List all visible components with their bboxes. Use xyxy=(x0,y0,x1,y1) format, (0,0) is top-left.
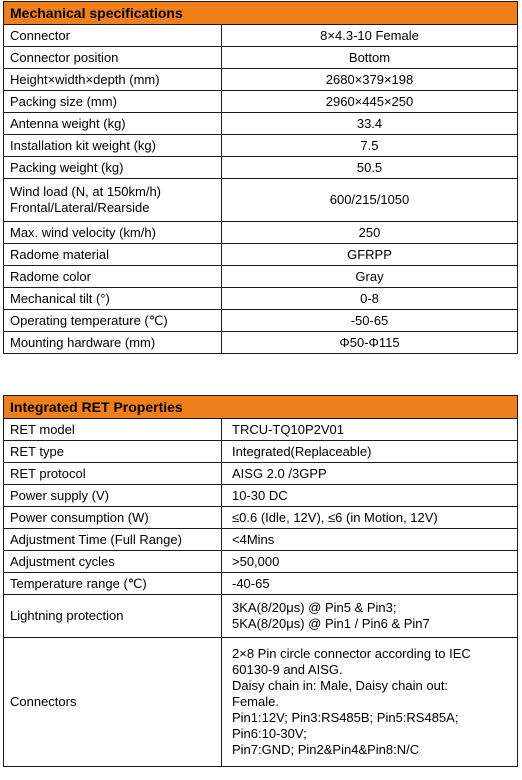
spec-value: 2680×379×198 xyxy=(221,68,518,91)
table-row: RET protocol AISG 2.0 /3GPP xyxy=(3,462,518,485)
spec-value: Φ50-Φ115 xyxy=(221,331,518,354)
table-row: Radome material GFRPP xyxy=(3,243,518,266)
spec-label: Antenna weight (kg) xyxy=(3,112,222,135)
mechanical-specifications-table: Mechanical specifications Connector 8×4.3… xyxy=(3,1,518,354)
spec-value: 2960×445×250 xyxy=(221,90,518,113)
spec-value: GFRPP xyxy=(221,243,518,266)
spec-value: 3KA(8/20μs) @ Pin5 & Pin3; 5KA(8/20μs) @… xyxy=(221,594,518,638)
spec-value: Bottom xyxy=(221,46,518,69)
table-row: Height×width×depth (mm) 2680×379×198 xyxy=(3,68,518,91)
spec-value: <4Mins xyxy=(221,528,518,551)
table-row: Adjustment Time (Full Range) <4Mins xyxy=(3,528,518,551)
table-row: Packing weight (kg) 50.5 xyxy=(3,156,518,179)
table-row: Connector 8×4.3-10 Female xyxy=(3,24,518,47)
spec-value-line: Pin1:12V; Pin3:RS485B; Pin5:RS485A; xyxy=(232,710,459,725)
spec-label: Max. wind velocity (km/h) xyxy=(3,221,222,244)
spec-label: RET protocol xyxy=(3,462,222,485)
spec-label: Radome material xyxy=(3,243,222,266)
spec-value: ≤0.6 (Idle, 12V), ≤6 (in Motion, 12V) xyxy=(221,506,518,529)
spec-value: 33.4 xyxy=(221,112,518,135)
integrated-ret-properties-table: Integrated RET Properties RET model TRCU-… xyxy=(3,395,518,767)
spec-value: 600/215/1050 xyxy=(221,178,518,222)
spec-label: Packing weight (kg) xyxy=(3,156,222,179)
table-row: Installation kit weight (kg) 7.5 xyxy=(3,134,518,157)
spec-label: Height×width×depth (mm) xyxy=(3,68,222,91)
spec-value: 50.5 xyxy=(221,156,518,179)
table-row: Radome color Gray xyxy=(3,265,518,288)
spec-value-line: 2×8 Pin circle connector according to IE… xyxy=(232,646,471,661)
table-row: Antenna weight (kg) 33.4 xyxy=(3,112,518,135)
spec-value: -40-65 xyxy=(221,572,518,595)
spec-value-line: Female. xyxy=(232,694,279,709)
spec-label: Power supply (V) xyxy=(3,484,222,507)
spec-label: Temperature range (℃) xyxy=(3,572,222,595)
table-row: Connectors 2×8 Pin circle connector acco… xyxy=(3,637,518,767)
spec-value: 250 xyxy=(221,221,518,244)
spec-value-line: Daisy chain in: Male, Daisy chain out: xyxy=(232,678,449,693)
table-row: Operating temperature (℃) -50-65 xyxy=(3,309,518,332)
spec-value: 0-8 xyxy=(221,287,518,310)
spec-value: AISG 2.0 /3GPP xyxy=(221,462,518,485)
spec-label: Radome color xyxy=(3,265,222,288)
spec-label: Adjustment cycles xyxy=(3,550,222,573)
table-row: Adjustment cycles >50,000 xyxy=(3,550,518,573)
table-row: RET model TRCU-TQ10P2V01 xyxy=(3,418,518,441)
spec-value-line: Pin7:GND; Pin2&Pin4&Pin8:N/C xyxy=(232,742,420,757)
spec-label: Installation kit weight (kg) xyxy=(3,134,222,157)
spec-value: Integrated(Replaceable) xyxy=(221,440,518,463)
spec-label: Connector position xyxy=(3,46,222,69)
spec-label: Mounting hardware (mm) xyxy=(3,331,222,354)
spec-label: Mechanical tilt (°) xyxy=(3,287,222,310)
table-row: Temperature range (℃) -40-65 xyxy=(3,572,518,595)
spec-value: TRCU-TQ10P2V01 xyxy=(221,418,518,441)
spec-value: Gray xyxy=(221,265,518,288)
spec-value-line: Pin6:10-30V; xyxy=(232,726,307,741)
spec-label: RET type xyxy=(3,440,222,463)
spec-label-line: Frontal/Lateral/Rearside xyxy=(10,200,150,215)
spec-label: Connector xyxy=(3,24,222,47)
table-row: Power supply (V) 10-30 DC xyxy=(3,484,518,507)
spec-label: Packing size (mm) xyxy=(3,90,222,113)
spec-label-line: Wind load (N, at 150km/h) xyxy=(10,184,162,199)
spec-label: Adjustment Time (Full Range) xyxy=(3,528,222,551)
spec-value-line: 60130-9 and AISG. xyxy=(232,662,343,677)
spec-value-line: 3KA(8/20μs) @ Pin5 & Pin3; xyxy=(232,600,397,615)
mechanical-specifications-title: Mechanical specifications xyxy=(3,1,518,25)
spec-label: Lightning protection xyxy=(3,594,222,638)
spec-label: Operating temperature (℃) xyxy=(3,309,222,332)
table-row: Lightning protection 3KA(8/20μs) @ Pin5 … xyxy=(3,594,518,638)
spec-value: 8×4.3-10 Female xyxy=(221,24,518,47)
spec-value: 7.5 xyxy=(221,134,518,157)
table-row: Connector position Bottom xyxy=(3,46,518,69)
table-row: Wind load (N, at 150km/h) Frontal/Latera… xyxy=(3,178,518,222)
spec-label: RET model xyxy=(3,418,222,441)
spec-label: Connectors xyxy=(3,637,222,767)
spec-value: -50-65 xyxy=(221,309,518,332)
spec-value-line: 5KA(8/20μs) @ Pin1 / Pin6 & Pin7 xyxy=(232,616,430,631)
spec-value: 10-30 DC xyxy=(221,484,518,507)
spec-label: Wind load (N, at 150km/h) Frontal/Latera… xyxy=(3,178,222,222)
spec-label: Power consumption (W) xyxy=(3,506,222,529)
table-row: RET type Integrated(Replaceable) xyxy=(3,440,518,463)
table-row: Mounting hardware (mm) Φ50-Φ115 xyxy=(3,331,518,354)
integrated-ret-properties-title: Integrated RET Properties xyxy=(3,395,518,419)
table-row: Packing size (mm) 2960×445×250 xyxy=(3,90,518,113)
spec-value: >50,000 xyxy=(221,550,518,573)
table-row: Power consumption (W) ≤0.6 (Idle, 12V), ≤… xyxy=(3,506,518,529)
table-row: Max. wind velocity (km/h) 250 xyxy=(3,221,518,244)
table-row: Mechanical tilt (°) 0-8 xyxy=(3,287,518,310)
spec-value: 2×8 Pin circle connector according to IE… xyxy=(221,637,518,767)
